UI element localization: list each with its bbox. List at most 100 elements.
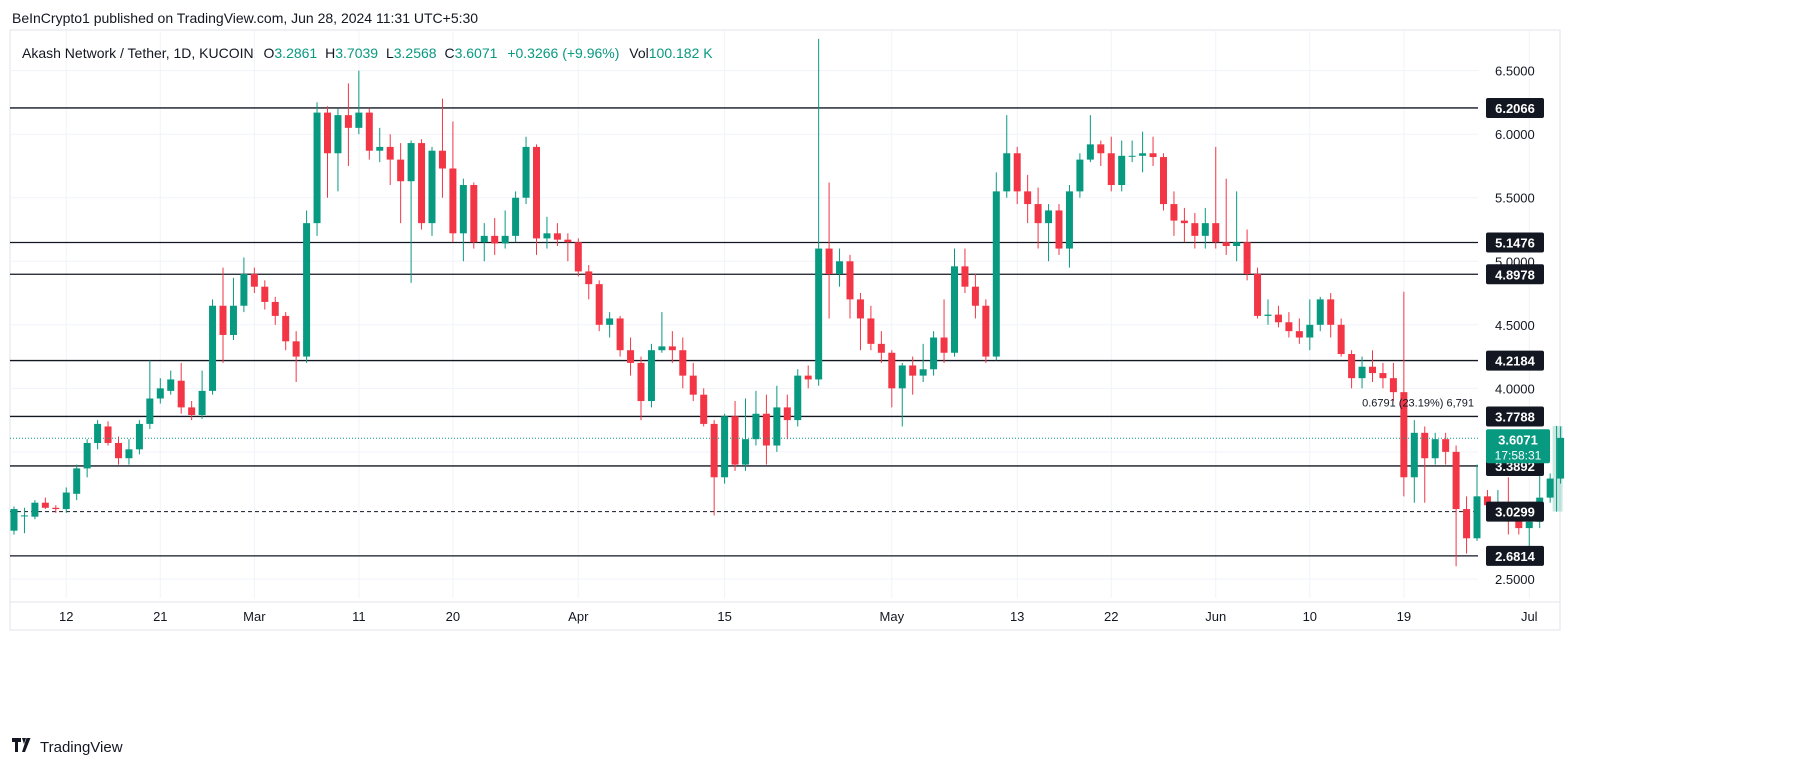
candle-body	[303, 223, 311, 357]
change-value: +0.3266 (+9.96%)	[507, 45, 620, 61]
candle	[470, 182, 478, 249]
y-tick-label: 4.5000	[1495, 318, 1535, 333]
candle	[282, 312, 290, 351]
candle	[585, 265, 593, 300]
candle-body	[1473, 496, 1481, 539]
candle-body	[804, 375, 812, 380]
footer-brand[interactable]: TradingView	[12, 738, 123, 756]
candle	[1034, 187, 1042, 249]
candle	[658, 312, 666, 353]
candle-body	[585, 271, 593, 285]
candle-body	[1055, 210, 1063, 249]
candle-body	[877, 343, 885, 353]
candle-body	[62, 492, 70, 510]
level-price-label: 3.0299	[1495, 505, 1535, 520]
candle	[10, 506, 18, 535]
candle	[1452, 445, 1460, 567]
candle	[731, 401, 739, 471]
countdown-label: 17:58:31	[1495, 448, 1542, 462]
candle	[271, 296, 279, 325]
candle-body	[1379, 373, 1387, 379]
candle-body	[125, 449, 133, 459]
candle	[637, 356, 645, 421]
candle-body	[334, 115, 342, 154]
candle	[386, 134, 394, 186]
candle-body	[825, 248, 833, 274]
candle	[167, 370, 175, 395]
candle-body	[658, 346, 666, 351]
candle	[992, 172, 1000, 361]
candle	[888, 350, 896, 408]
candle-body	[1191, 223, 1199, 236]
candle-body	[574, 242, 582, 272]
candle	[627, 337, 635, 376]
tv-logo-icon	[12, 738, 34, 756]
candle	[459, 178, 467, 262]
candle	[1421, 426, 1429, 503]
candle	[647, 343, 655, 408]
candle-body	[553, 233, 561, 240]
candle	[1295, 318, 1303, 344]
candle-body	[470, 185, 478, 243]
candle-body	[992, 191, 1000, 357]
candle	[501, 210, 509, 249]
measure-range-box	[1552, 425, 1563, 512]
x-tick-label: May	[880, 609, 905, 624]
candle	[1274, 305, 1282, 328]
candle	[1139, 131, 1147, 173]
candle	[668, 331, 676, 363]
x-tick-label: Apr	[568, 609, 589, 624]
candle-body	[742, 439, 749, 465]
candle-body	[146, 398, 154, 424]
volume-value: 100.182 K	[648, 45, 713, 61]
candle	[512, 191, 520, 243]
level-price-badge	[1486, 406, 1544, 427]
x-tick-label: Jun	[1205, 609, 1226, 624]
candle	[1463, 496, 1471, 554]
candle-body	[1546, 478, 1554, 498]
candle	[365, 108, 373, 160]
candle	[1254, 267, 1262, 319]
candle-body	[512, 197, 520, 236]
candle-body	[1243, 242, 1251, 274]
candle	[836, 248, 844, 287]
candle-body	[271, 301, 279, 316]
candle	[31, 500, 39, 520]
chart-grid	[9, 29, 1561, 631]
chart-frame	[9, 29, 1561, 631]
candle-body	[324, 112, 331, 154]
candle	[1557, 426, 1565, 484]
candle-body	[982, 305, 990, 357]
candle-body	[1358, 366, 1366, 379]
symbol-name[interactable]: Akash Network / Tether, 1D, KUCOIN	[22, 45, 254, 61]
candle-body	[637, 362, 645, 402]
candle-body	[679, 350, 687, 376]
level-price-label: 4.8978	[1495, 267, 1535, 282]
x-tick-label: 22	[1104, 609, 1118, 624]
candle-body	[1118, 155, 1126, 186]
candle	[1389, 362, 1397, 402]
candle	[177, 362, 185, 414]
candle-body	[689, 375, 697, 395]
candle-body	[41, 502, 49, 508]
candle	[355, 70, 363, 135]
candle	[794, 369, 802, 427]
candle	[710, 420, 718, 516]
candle	[898, 362, 906, 427]
candle-body	[167, 379, 175, 391]
candle-body	[731, 416, 739, 465]
candle-body	[83, 442, 91, 469]
candle	[1410, 420, 1418, 503]
candle-body	[449, 168, 457, 234]
candle	[1264, 299, 1272, 325]
candle	[1024, 174, 1032, 224]
candle	[229, 277, 237, 341]
volume-label: Vol	[629, 45, 649, 61]
candle	[919, 343, 927, 382]
candle-body	[1348, 354, 1356, 379]
candle-body	[20, 515, 28, 517]
close-value: 3.6071	[454, 45, 498, 61]
candle	[1118, 140, 1126, 192]
candle-body	[762, 413, 770, 446]
